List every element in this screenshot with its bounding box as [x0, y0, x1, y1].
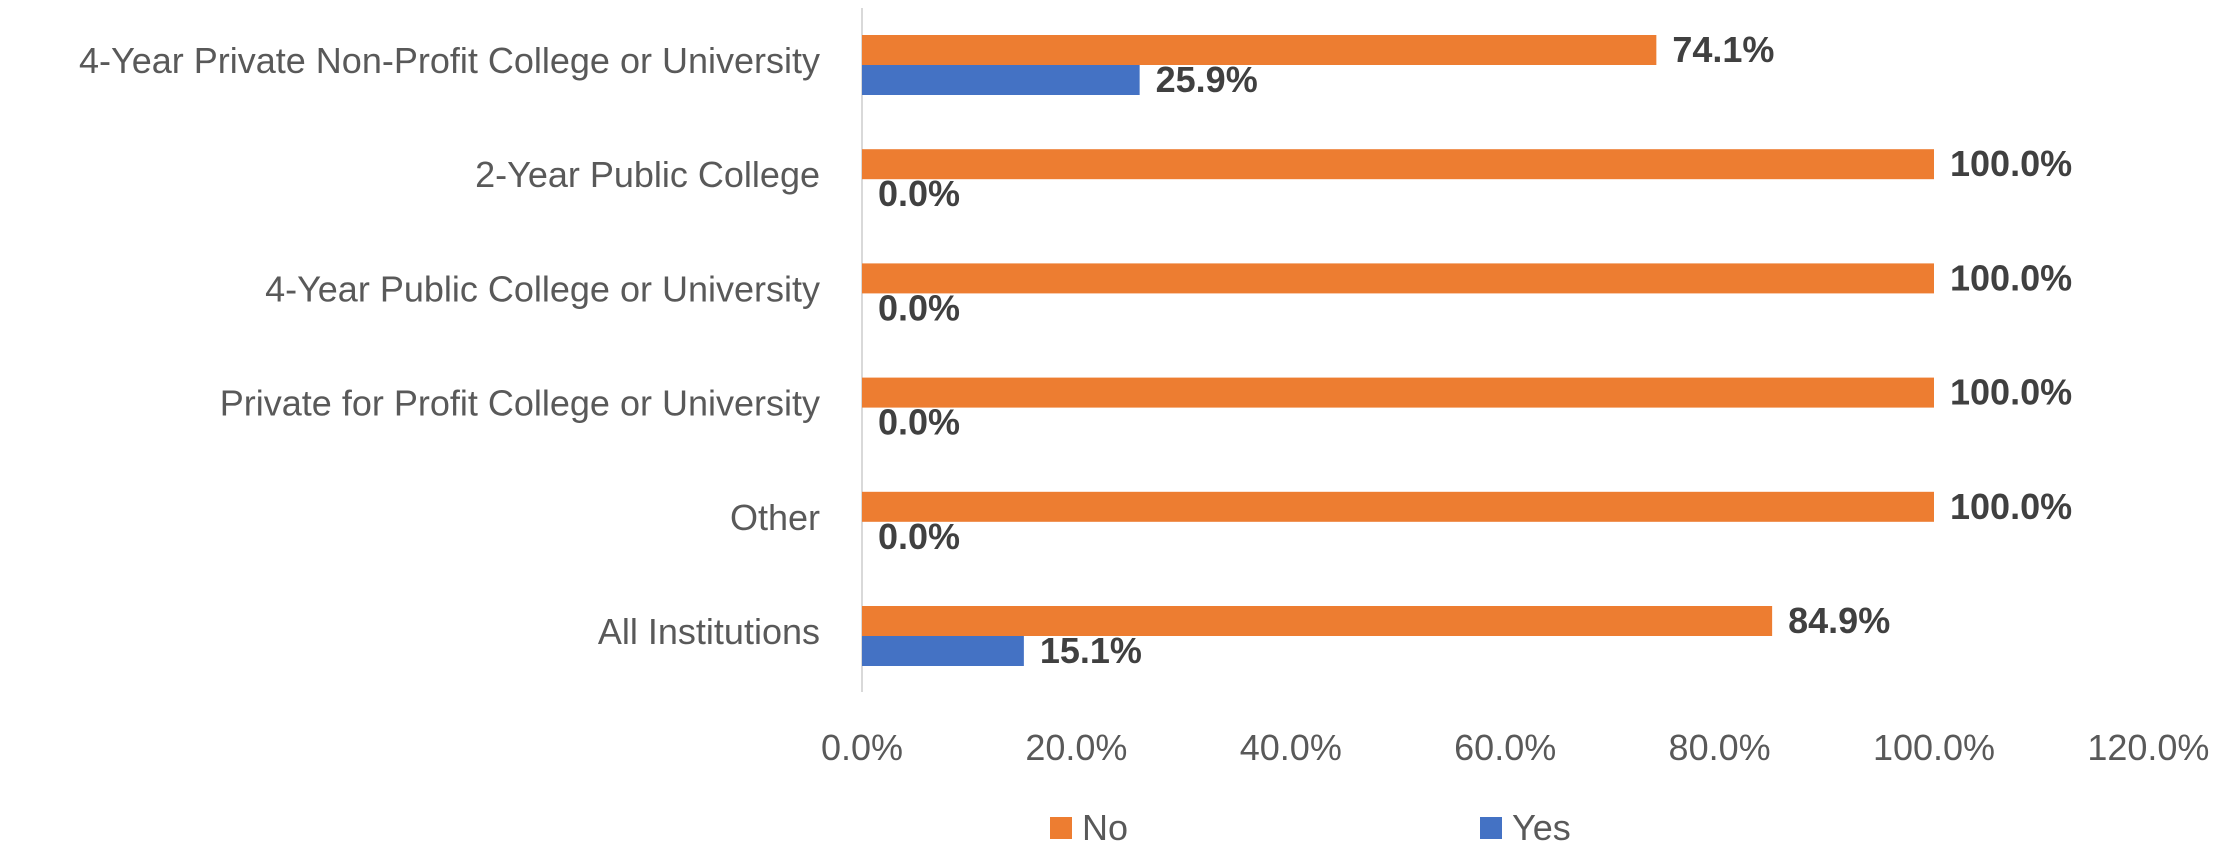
data-label-no: 100.0%: [1950, 486, 2072, 527]
data-label-no: 74.1%: [1672, 29, 1774, 70]
x-tick-label: 100.0%: [1873, 727, 1995, 768]
x-tick-label: 80.0%: [1669, 727, 1771, 768]
category-label: 4-Year Public College or University: [265, 268, 820, 309]
data-label-no: 100.0%: [1950, 143, 2072, 184]
data-label-yes: 25.9%: [1156, 59, 1258, 100]
data-label-no: 100.0%: [1950, 257, 2072, 298]
bar-yes-0: [862, 65, 1140, 95]
legend-label-yes: Yes: [1512, 807, 1571, 848]
legend-swatch-yes: [1480, 817, 1502, 839]
data-label-yes: 15.1%: [1040, 630, 1142, 671]
category-label: Other: [730, 497, 820, 538]
x-tick-label: 0.0%: [821, 727, 903, 768]
bar-no-0: [862, 35, 1657, 65]
data-label-yes: 0.0%: [878, 287, 960, 328]
bar-no-1: [862, 149, 1934, 180]
bar-no-3: [862, 377, 1934, 408]
data-label-yes: 0.0%: [878, 173, 960, 214]
category-label: All Institutions: [598, 611, 820, 652]
bar-yes-5: [862, 636, 1024, 666]
x-tick-label: 20.0%: [1025, 727, 1127, 768]
bar-no-5: [862, 606, 1773, 636]
x-tick-label: 60.0%: [1454, 727, 1556, 768]
legend-swatch-no: [1050, 817, 1072, 839]
data-label-yes: 0.0%: [878, 402, 960, 443]
category-label: 2-Year Public College: [475, 154, 820, 195]
category-label: Private for Profit College or University: [220, 383, 820, 424]
data-label-no: 100.0%: [1950, 372, 2072, 413]
legend-label-no: No: [1082, 807, 1128, 848]
category-label: 4-Year Private Non-Profit College or Uni…: [79, 40, 820, 81]
data-label-yes: 0.0%: [878, 516, 960, 557]
x-tick-label: 120.0%: [2087, 727, 2209, 768]
data-label-no: 84.9%: [1788, 600, 1890, 641]
bar-no-4: [862, 491, 1934, 522]
bar-no-2: [862, 263, 1934, 294]
x-tick-label: 40.0%: [1240, 727, 1342, 768]
